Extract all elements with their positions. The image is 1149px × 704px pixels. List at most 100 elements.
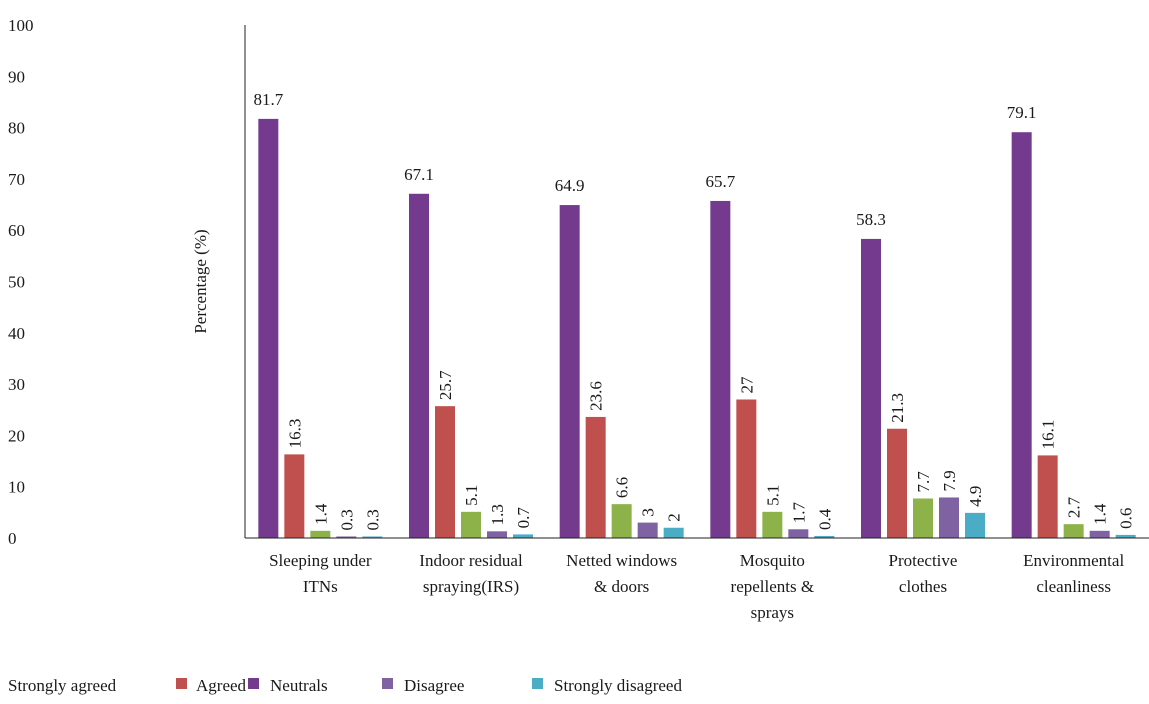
data-label: 16.3: [285, 419, 304, 449]
data-label: 58.3: [856, 210, 886, 229]
y-tick-label: 50: [8, 273, 25, 292]
data-label: 25.7: [436, 370, 455, 400]
category-label: & doors: [594, 577, 649, 596]
legend-swatch: [176, 678, 187, 689]
data-label: 5.1: [462, 485, 481, 506]
legend-swatch: [248, 678, 259, 689]
legend-label: Agreed: [196, 676, 247, 695]
data-label: 2.7: [1065, 496, 1084, 518]
bar: [1063, 524, 1084, 538]
data-label: 7.9: [940, 470, 959, 491]
category-label: Environmental: [1023, 551, 1124, 570]
bar: [663, 527, 684, 538]
category-label: Protective: [889, 551, 958, 570]
category-label: repellents &: [731, 577, 815, 596]
bar: [710, 200, 731, 539]
legend-label: Neutrals: [270, 676, 328, 695]
category-label: cleanliness: [1036, 577, 1111, 596]
bar: [1011, 132, 1032, 539]
y-tick-label: 60: [8, 221, 25, 240]
bar: [559, 205, 580, 539]
category-label: ITNs: [303, 577, 338, 596]
legend-swatch: [532, 678, 543, 689]
bar: [362, 536, 383, 538]
bar: [487, 531, 507, 538]
bar: [461, 511, 481, 538]
data-label: 3: [639, 508, 658, 517]
data-label: 0.7: [514, 507, 533, 529]
y-tick-label: 20: [8, 426, 25, 445]
y-tick-label: 10: [8, 478, 25, 497]
bar: [585, 416, 606, 538]
bar: [887, 428, 907, 538]
data-label: 81.7: [253, 90, 283, 109]
data-label: 21.3: [888, 393, 907, 423]
y-tick-label: 70: [8, 170, 25, 189]
bar: [814, 535, 835, 538]
bar: [513, 534, 533, 538]
bar: [435, 406, 455, 538]
bar: [736, 399, 757, 538]
data-label: 4.9: [966, 486, 985, 507]
bar: [637, 522, 658, 538]
data-label: 65.7: [705, 172, 735, 191]
bars: [258, 118, 1136, 539]
y-tick-label: 30: [8, 375, 25, 394]
y-tick-label: 0: [8, 529, 17, 548]
bar: [336, 536, 357, 538]
data-label: 16.1: [1039, 420, 1058, 450]
category-label: Mosquito: [740, 551, 805, 570]
data-label: 7.7: [914, 471, 933, 493]
category-label: spraying(IRS): [423, 577, 519, 596]
y-tick-label: 40: [8, 324, 25, 343]
data-label: 27: [737, 376, 756, 394]
category-label: Indoor residual: [419, 551, 523, 570]
data-label: 2: [665, 513, 684, 522]
y-axis-title: Percentage (%): [191, 229, 210, 333]
data-label: 1.4: [1091, 503, 1110, 525]
data-label: 1.7: [789, 502, 808, 524]
data-label: 6.6: [613, 477, 632, 498]
data-label: 5.1: [763, 485, 782, 506]
data-label: 0.4: [815, 508, 834, 530]
data-label: 64.9: [555, 176, 585, 195]
data-label: 67.1: [404, 165, 434, 184]
data-label: 79.1: [1007, 103, 1037, 122]
bar: [1037, 455, 1058, 538]
data-label: 1.4: [311, 503, 330, 525]
bar: [939, 497, 959, 538]
bar: [284, 454, 305, 538]
data-label: 1.3: [488, 504, 507, 525]
legend: Strongly agreed Agreed Neutrals Disagree Str…: [8, 676, 682, 695]
category-label: Sleeping under: [269, 551, 372, 570]
bar: [409, 193, 429, 539]
bar: [611, 504, 632, 538]
legend-label: Strongly agreed: [8, 676, 117, 695]
bar: [1115, 534, 1136, 538]
bar: [258, 118, 279, 538]
bar: [762, 511, 783, 538]
data-label: 23.6: [587, 381, 606, 411]
data-label: 0.6: [1117, 508, 1136, 529]
legend-label: Strongly disagreed: [554, 676, 682, 695]
legend-label: Disagree: [404, 676, 464, 695]
y-axis-ticks: 0 10 20 30 40 50 60 70 80 90 100: [8, 16, 34, 548]
data-labels: 81.7 16.3 1.4 0.3 0.3 67.1 25.7 5.1 1.3 0.7 64.9 23…: [253, 90, 1135, 531]
y-tick-label: 100: [8, 16, 34, 35]
data-label: 0.3: [337, 509, 356, 530]
bar: [913, 498, 933, 538]
category-labels: Sleeping under ITNs Indoor residual sprayin…: [269, 551, 1124, 622]
y-tick-label: 90: [8, 67, 25, 86]
bar: [310, 530, 331, 538]
bar: [788, 529, 809, 538]
bar: [861, 238, 881, 538]
bar: [1089, 530, 1110, 538]
category-label: Netted windows: [566, 551, 677, 570]
data-label: 0.3: [363, 509, 382, 530]
bar: [965, 512, 985, 538]
category-label: clothes: [899, 577, 947, 596]
legend-swatch: [382, 678, 393, 689]
y-tick-label: 80: [8, 119, 25, 138]
